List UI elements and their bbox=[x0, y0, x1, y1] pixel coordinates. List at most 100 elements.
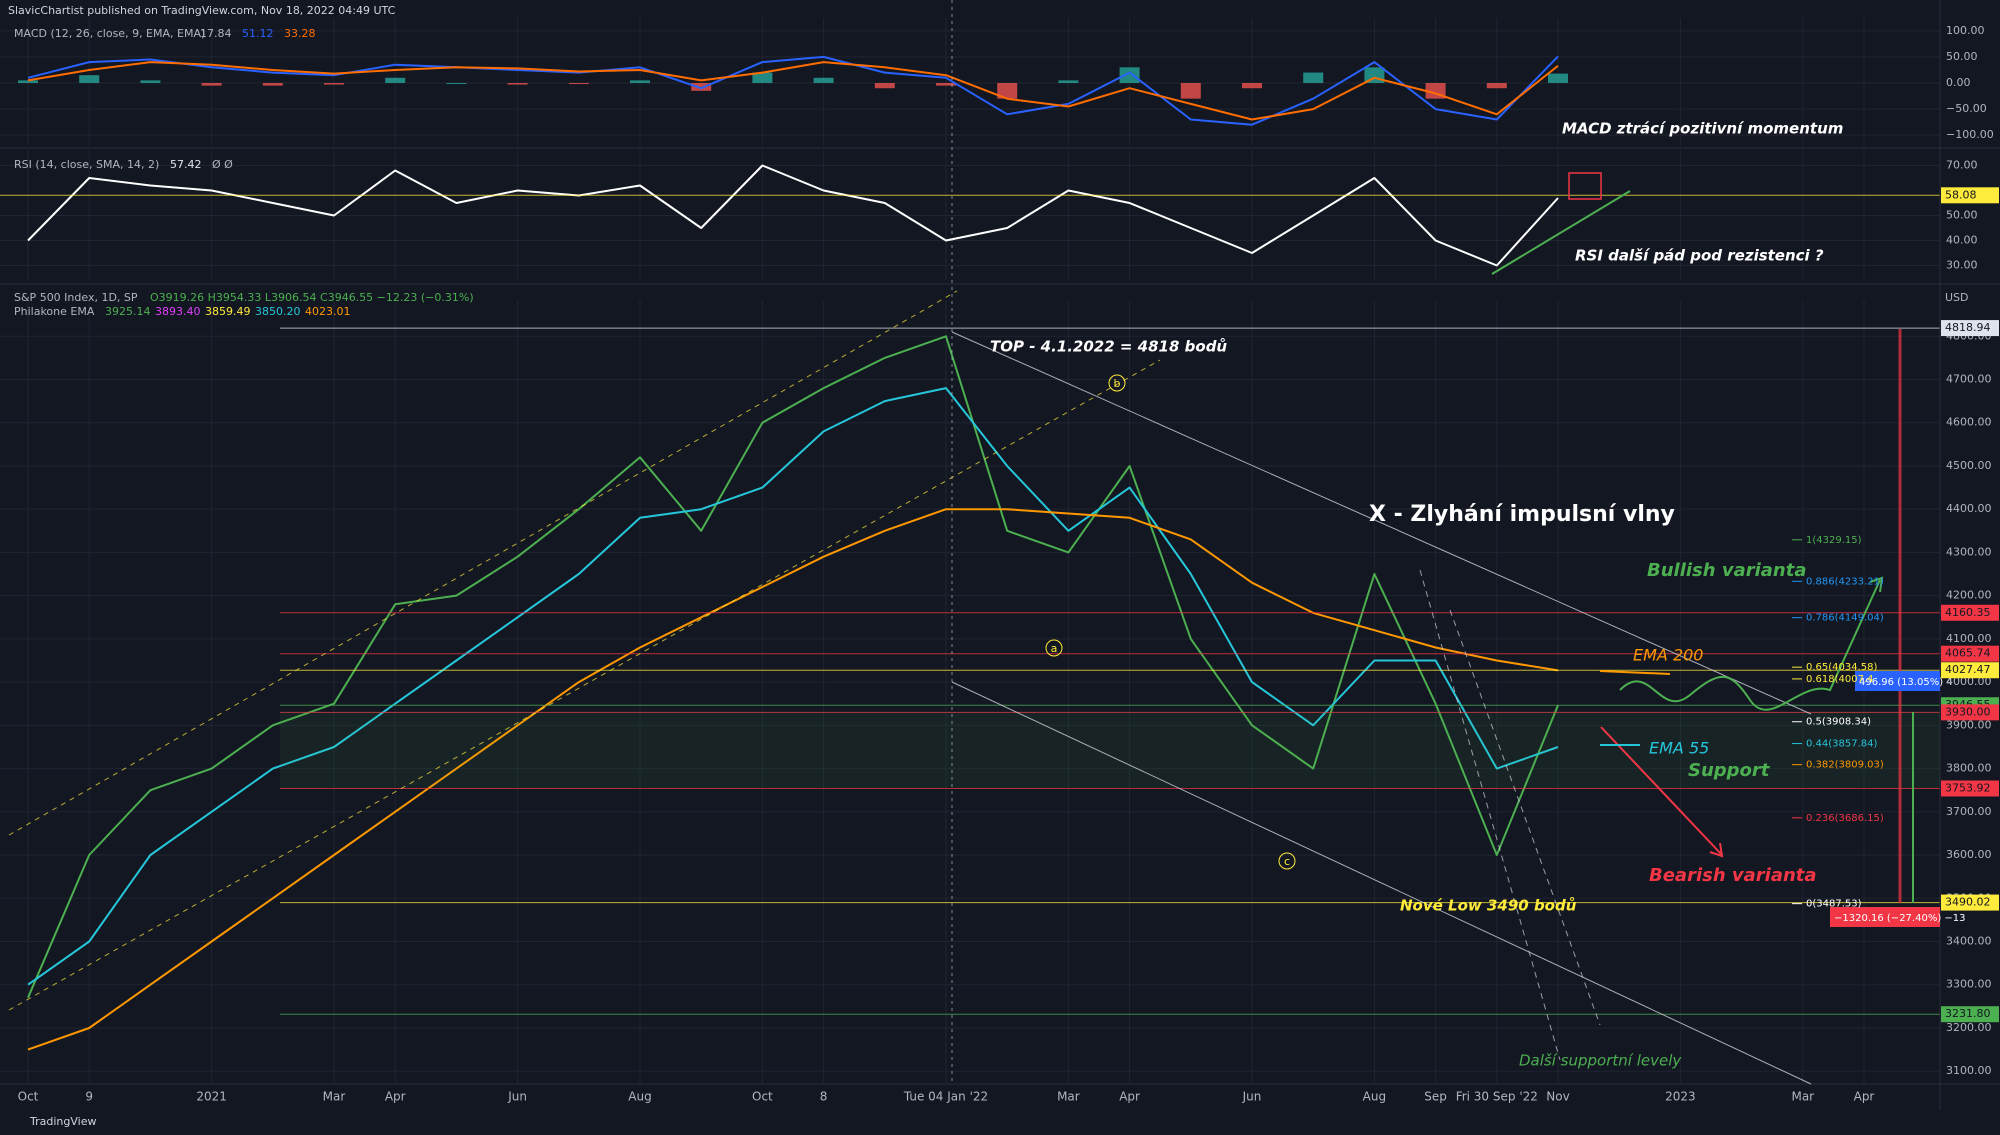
arrow-head bbox=[1709, 842, 1724, 858]
y-tick-label: 4400.00 bbox=[1946, 502, 1992, 515]
y-tick-label: 4700.00 bbox=[1946, 372, 1992, 385]
histogram-bar bbox=[997, 83, 1018, 99]
level-badge bbox=[1941, 320, 1999, 337]
ohlc: O3919.26 H3954.33 L3906.54 C3946.55 −12.… bbox=[150, 291, 474, 304]
rsi-highlight bbox=[1568, 172, 1602, 200]
series-line bbox=[27, 387, 1559, 986]
annotation: Další supportní levely bbox=[1519, 1052, 1682, 1070]
histogram-bar bbox=[140, 80, 161, 83]
fib-label: 0.5(3908.34) bbox=[1806, 717, 1871, 728]
y-tick-label: 4300.00 bbox=[1946, 545, 1992, 558]
histogram-bar bbox=[446, 83, 467, 84]
legend-value: 3850.20 bbox=[255, 305, 301, 318]
histogram-bar bbox=[385, 77, 406, 83]
annotation: X - Zlyhání impulsní vlny bbox=[1369, 502, 1675, 527]
legend-value: 3893.40 bbox=[155, 305, 201, 318]
histogram-bar bbox=[507, 83, 528, 85]
x-tick-label: Aug bbox=[1363, 1090, 1386, 1104]
fib-label: 0.65(4034.58) bbox=[1806, 662, 1878, 673]
histogram-bar bbox=[813, 77, 834, 83]
histogram-bar bbox=[1548, 73, 1568, 83]
wave-label: b bbox=[1114, 377, 1121, 390]
channel-line bbox=[8, 359, 1161, 1011]
legend-value: 4023.01 bbox=[305, 305, 351, 318]
arrow-head bbox=[1869, 576, 1884, 593]
annotation: Bearish varianta bbox=[1649, 865, 1817, 886]
fib-label: 0.382(3809.03) bbox=[1806, 760, 1884, 771]
y-tick-label: 3200.00 bbox=[1946, 1021, 1992, 1034]
legend: RSI (14, close, SMA, 14, 2) bbox=[14, 158, 159, 171]
y-tick-label: 0.00 bbox=[1946, 76, 1971, 89]
fib-label: 0.44(3857.84) bbox=[1806, 739, 1878, 750]
histogram-bar bbox=[1180, 83, 1201, 99]
channel-line bbox=[951, 681, 1812, 1085]
series-line bbox=[27, 61, 1559, 121]
price-scale bbox=[1940, 0, 2000, 1110]
x-tick-label: Mar bbox=[323, 1090, 346, 1104]
drop-badge bbox=[1830, 907, 1940, 927]
level-badge bbox=[1941, 704, 1999, 721]
legend-value: 17.84 bbox=[200, 27, 232, 40]
fib-label: 0.618(4007.4 bbox=[1806, 674, 1874, 685]
x-tick-label: Mar bbox=[1791, 1090, 1814, 1104]
wave-marker bbox=[1278, 852, 1296, 870]
y-tick-label: 4100.00 bbox=[1946, 632, 1992, 645]
ema200-arrow bbox=[1599, 670, 1671, 675]
fib-label: 1(4329.15) bbox=[1806, 535, 1862, 546]
y-tick-label: −50.00 bbox=[1946, 102, 1987, 115]
y-tick-label: 3600.00 bbox=[1946, 848, 1992, 861]
histogram-bar bbox=[752, 72, 773, 83]
annotation: EMA 55 bbox=[1649, 739, 1709, 758]
x-tick-label: Apr bbox=[1119, 1090, 1140, 1104]
wave-marker bbox=[1045, 639, 1063, 657]
level-label: 4065.74 bbox=[1945, 647, 1991, 660]
level-badge bbox=[1941, 894, 1999, 911]
annotation: Bullish varianta bbox=[1647, 560, 1806, 581]
y-tick-label: 3700.00 bbox=[1946, 805, 1992, 818]
legend: MACD (12, 26, close, 9, EMA, EMA) bbox=[14, 27, 205, 40]
x-tick-label: Aug bbox=[628, 1090, 651, 1104]
rise-label: 496.96 (13.05%) 4 bbox=[1859, 677, 1953, 688]
legend-suffix: Ø Ø bbox=[212, 158, 233, 171]
histogram-bar bbox=[630, 80, 650, 83]
y-tick-label: 4500.00 bbox=[1946, 459, 1992, 472]
level-label: 4160.35 bbox=[1945, 606, 1991, 619]
annotation: TOP - 4.1.2022 = 4818 bodů bbox=[990, 338, 1227, 356]
level-badge bbox=[1941, 780, 1999, 797]
y-tick-label: 50.00 bbox=[1946, 209, 1978, 222]
x-tick-label: Fri 30 Sep '22 bbox=[1456, 1090, 1538, 1104]
data-layer bbox=[0, 18, 1940, 1084]
annotation: MACD ztrácí pozitivní momentum bbox=[1562, 120, 1843, 138]
x-tick-label: 9 bbox=[85, 1090, 93, 1104]
histogram-bar bbox=[1303, 72, 1324, 83]
y-tick-label: 4600.00 bbox=[1946, 416, 1992, 429]
level-label: 3753.92 bbox=[1945, 781, 1991, 794]
level-badge bbox=[1941, 1006, 1999, 1023]
x-tick-label: 2023 bbox=[1665, 1090, 1696, 1104]
level-badge bbox=[1941, 662, 1999, 679]
y-tick-label: 70.00 bbox=[1946, 159, 1978, 172]
y-tick-label: 30.00 bbox=[1946, 259, 1978, 272]
level-badge bbox=[1941, 645, 1999, 662]
x-tick-label: Jun bbox=[1242, 1090, 1262, 1104]
histogram-bar bbox=[79, 75, 100, 83]
annotation: EMA 200 bbox=[1633, 646, 1703, 665]
x-tick-label: Jun bbox=[507, 1090, 527, 1104]
series-line bbox=[27, 164, 1559, 267]
annotation: Nové Low 3490 bodů bbox=[1400, 897, 1577, 915]
histogram-bar bbox=[691, 83, 712, 91]
legend-value: 3859.49 bbox=[205, 305, 251, 318]
y-tick-label: −100.00 bbox=[1946, 128, 1994, 141]
y-tick-label: 3300.00 bbox=[1946, 978, 1992, 991]
histogram-bar bbox=[568, 83, 589, 85]
fib-label: 0.786(4149.04) bbox=[1806, 613, 1884, 624]
histogram-bar bbox=[936, 83, 956, 86]
fib-label: 0(3487.53) bbox=[1806, 899, 1862, 910]
wedge-line bbox=[1419, 569, 1561, 1061]
rise-badge bbox=[1855, 671, 1940, 691]
histogram-bar bbox=[1486, 83, 1507, 89]
level-label: 58.08 bbox=[1945, 188, 1977, 201]
x-tick-label: Sep bbox=[1424, 1090, 1447, 1104]
